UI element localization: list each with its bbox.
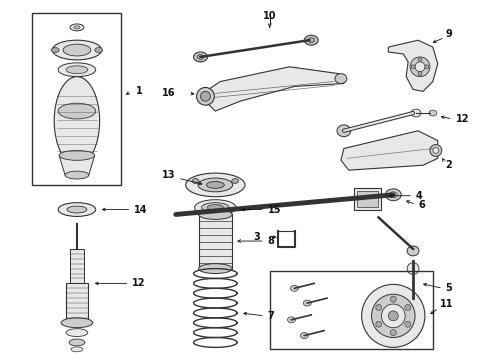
Ellipse shape bbox=[198, 210, 232, 219]
Ellipse shape bbox=[61, 318, 93, 328]
Bar bbox=[357, 191, 378, 207]
Ellipse shape bbox=[406, 298, 420, 308]
Ellipse shape bbox=[194, 52, 207, 62]
Text: 6: 6 bbox=[418, 199, 425, 210]
Circle shape bbox=[411, 65, 415, 69]
Circle shape bbox=[362, 284, 425, 347]
Circle shape bbox=[418, 72, 422, 76]
Ellipse shape bbox=[386, 189, 401, 201]
Ellipse shape bbox=[200, 91, 210, 101]
Text: 7: 7 bbox=[268, 311, 274, 321]
Text: 3: 3 bbox=[253, 232, 260, 242]
Ellipse shape bbox=[70, 24, 84, 31]
Ellipse shape bbox=[206, 181, 224, 188]
Bar bbox=[70, 249, 84, 283]
Bar bbox=[198, 215, 232, 269]
Text: 16: 16 bbox=[162, 88, 176, 98]
Ellipse shape bbox=[58, 63, 96, 77]
Circle shape bbox=[410, 57, 430, 77]
Text: 8: 8 bbox=[268, 236, 274, 246]
Ellipse shape bbox=[67, 206, 87, 213]
Text: 2: 2 bbox=[446, 160, 452, 170]
Ellipse shape bbox=[66, 66, 88, 74]
Circle shape bbox=[389, 311, 398, 321]
Text: 10: 10 bbox=[263, 11, 276, 21]
Circle shape bbox=[405, 305, 411, 310]
Polygon shape bbox=[341, 131, 438, 170]
Ellipse shape bbox=[303, 300, 311, 306]
Ellipse shape bbox=[197, 54, 204, 59]
Bar bbox=[354, 188, 381, 210]
Ellipse shape bbox=[411, 109, 421, 117]
Ellipse shape bbox=[291, 285, 298, 291]
Ellipse shape bbox=[65, 171, 89, 179]
Text: 11: 11 bbox=[440, 299, 453, 309]
Ellipse shape bbox=[58, 203, 96, 216]
Bar bbox=[32, 13, 122, 185]
Ellipse shape bbox=[308, 38, 315, 42]
Polygon shape bbox=[389, 40, 438, 91]
Ellipse shape bbox=[54, 77, 99, 165]
Text: 12: 12 bbox=[456, 114, 469, 124]
Text: 1: 1 bbox=[136, 86, 143, 96]
Ellipse shape bbox=[71, 347, 83, 352]
Bar bbox=[66, 283, 88, 323]
Text: 15: 15 bbox=[268, 204, 281, 215]
Ellipse shape bbox=[207, 204, 223, 211]
Ellipse shape bbox=[335, 74, 347, 84]
Ellipse shape bbox=[232, 179, 239, 184]
Circle shape bbox=[425, 65, 429, 69]
Circle shape bbox=[376, 305, 382, 310]
Circle shape bbox=[391, 330, 396, 336]
Circle shape bbox=[405, 321, 411, 327]
Ellipse shape bbox=[63, 44, 91, 56]
Ellipse shape bbox=[337, 125, 351, 137]
Text: 13: 13 bbox=[162, 170, 176, 180]
Ellipse shape bbox=[288, 317, 295, 323]
Circle shape bbox=[376, 321, 382, 327]
Ellipse shape bbox=[74, 26, 80, 29]
Circle shape bbox=[381, 304, 405, 328]
Text: 14: 14 bbox=[134, 204, 148, 215]
Ellipse shape bbox=[186, 173, 245, 197]
Text: 12: 12 bbox=[132, 278, 146, 288]
Circle shape bbox=[371, 294, 415, 338]
Ellipse shape bbox=[201, 203, 229, 212]
Polygon shape bbox=[59, 156, 95, 175]
Ellipse shape bbox=[52, 40, 101, 60]
Ellipse shape bbox=[58, 103, 96, 119]
Polygon shape bbox=[205, 67, 344, 111]
Ellipse shape bbox=[429, 110, 437, 116]
Ellipse shape bbox=[95, 48, 102, 53]
Ellipse shape bbox=[430, 145, 442, 156]
Text: 4: 4 bbox=[416, 191, 423, 201]
Ellipse shape bbox=[59, 150, 95, 160]
Text: 5: 5 bbox=[446, 283, 452, 293]
Ellipse shape bbox=[198, 178, 233, 192]
Text: 9: 9 bbox=[446, 29, 452, 39]
Ellipse shape bbox=[433, 148, 439, 153]
Ellipse shape bbox=[198, 264, 232, 274]
Bar bbox=[270, 271, 433, 349]
Ellipse shape bbox=[409, 310, 417, 316]
Circle shape bbox=[407, 263, 419, 275]
Ellipse shape bbox=[51, 48, 59, 53]
Ellipse shape bbox=[66, 329, 88, 337]
Ellipse shape bbox=[304, 35, 318, 45]
Circle shape bbox=[418, 58, 422, 62]
Circle shape bbox=[415, 62, 425, 72]
Circle shape bbox=[391, 296, 396, 302]
Ellipse shape bbox=[407, 246, 419, 256]
Ellipse shape bbox=[196, 87, 214, 105]
Ellipse shape bbox=[69, 339, 85, 346]
Ellipse shape bbox=[192, 179, 199, 184]
Ellipse shape bbox=[300, 333, 308, 338]
Ellipse shape bbox=[390, 192, 397, 198]
Ellipse shape bbox=[195, 200, 236, 215]
